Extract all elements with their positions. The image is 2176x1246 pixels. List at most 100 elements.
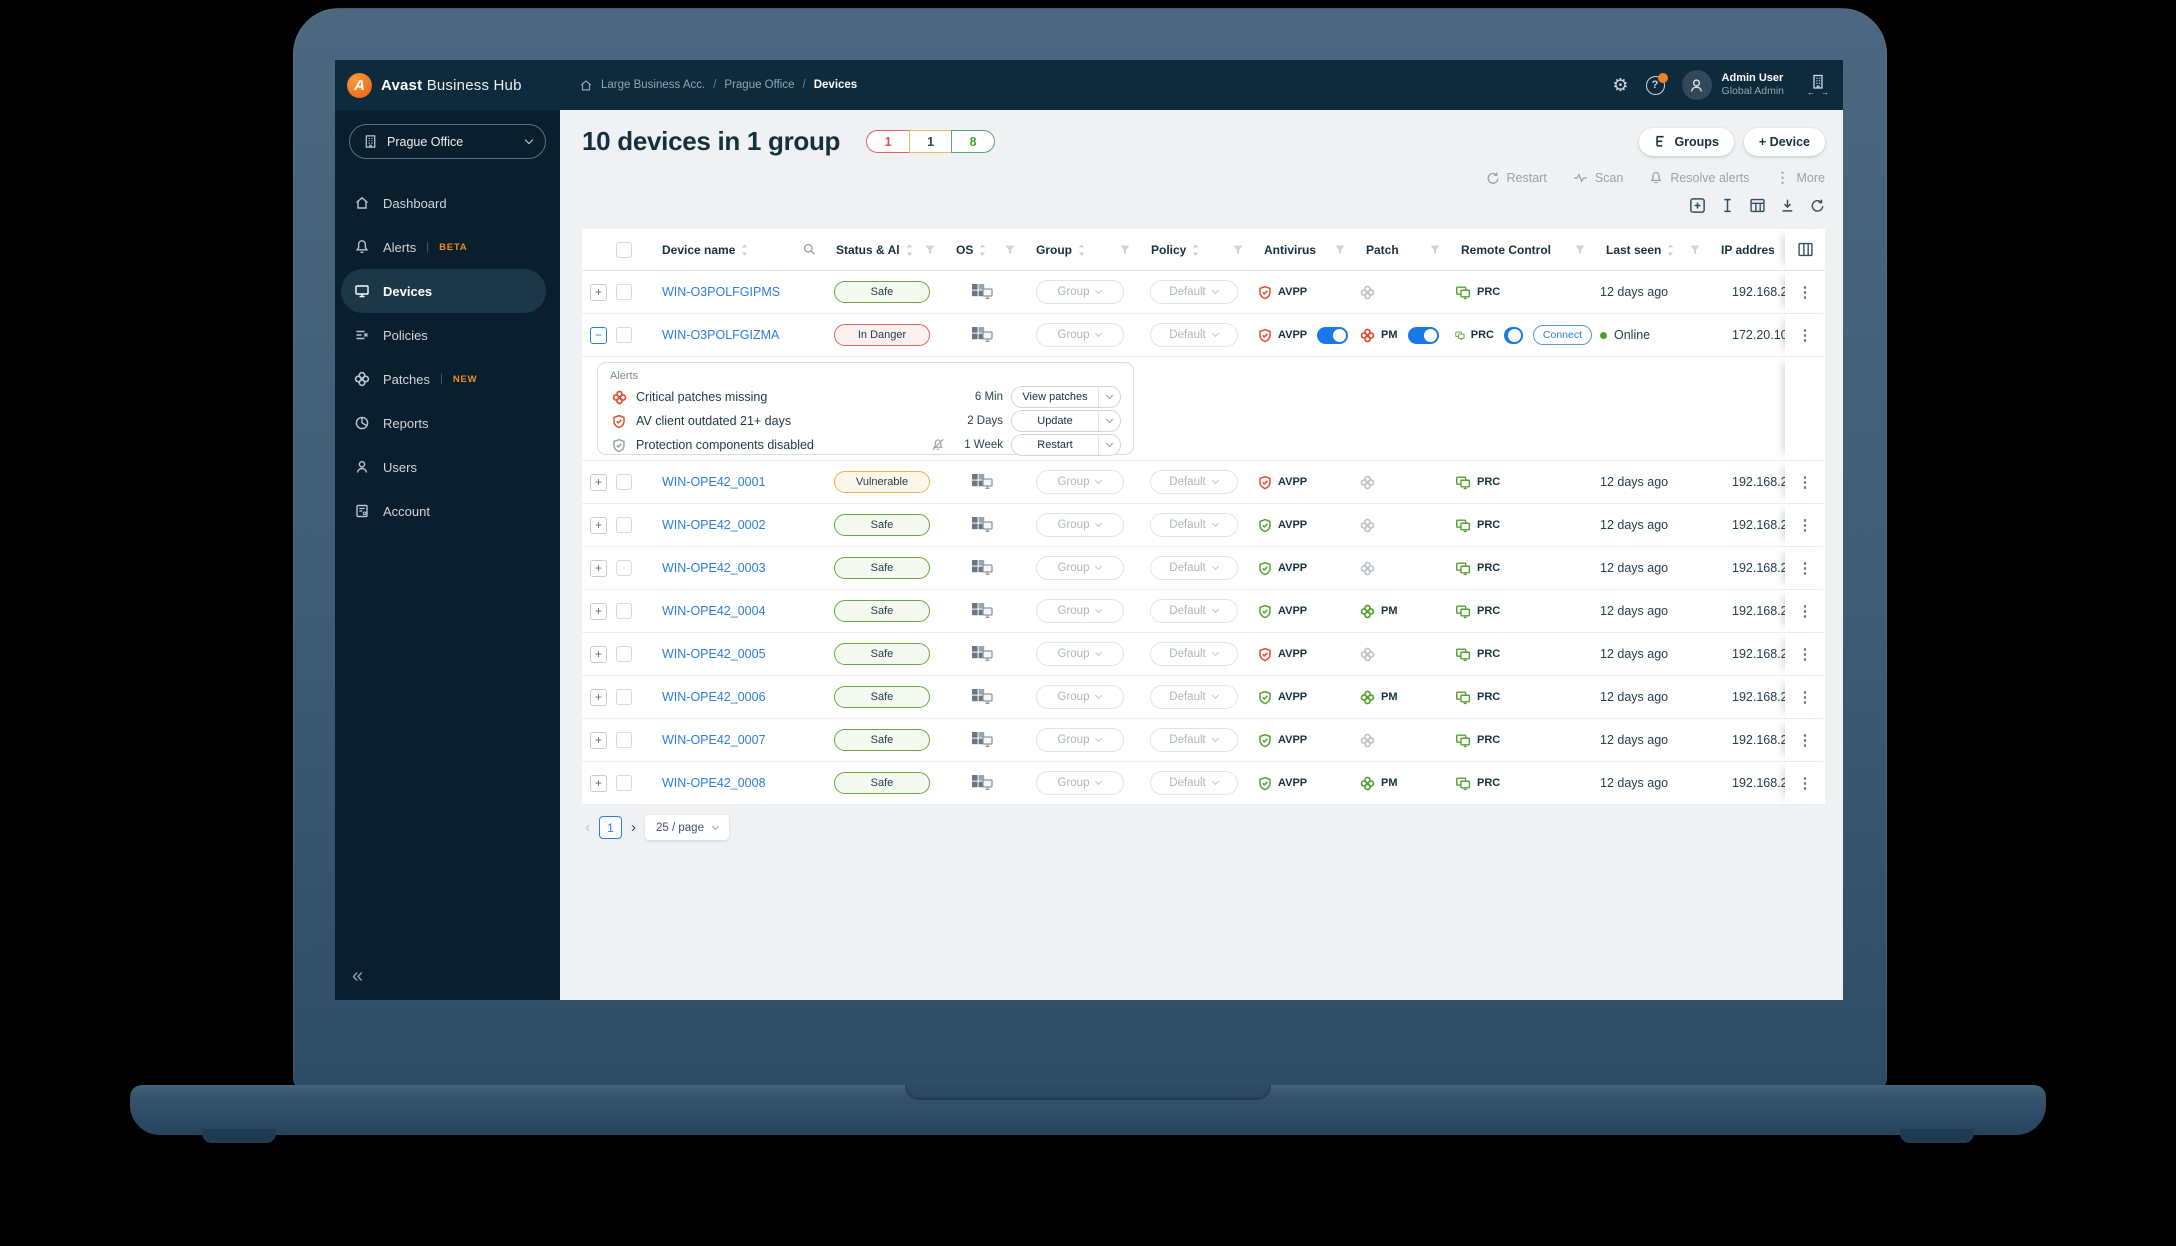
text-cursor-icon[interactable] bbox=[1720, 198, 1735, 213]
status-count-badge[interactable]: 1 bbox=[866, 130, 911, 153]
user-info[interactable]: Admin User Global Admin bbox=[1722, 72, 1784, 99]
policy-select[interactable]: Default bbox=[1149, 599, 1238, 623]
row-checkbox[interactable] bbox=[616, 474, 632, 490]
row-menu-kebab[interactable]: ⋮ bbox=[1797, 603, 1813, 620]
row-checkbox[interactable] bbox=[616, 517, 632, 533]
filter-icon[interactable] bbox=[1119, 244, 1131, 256]
filter-icon[interactable] bbox=[1574, 244, 1586, 256]
group-select[interactable]: Group bbox=[1035, 556, 1124, 580]
remote-control-toggle[interactable] bbox=[1503, 326, 1523, 344]
expand-row-button[interactable]: + bbox=[590, 774, 607, 792]
sidebar-item-patches[interactable]: Patches | NEW bbox=[335, 357, 560, 401]
avatar[interactable] bbox=[1681, 70, 1712, 100]
group-select[interactable]: Group bbox=[1035, 771, 1124, 795]
next-page-button[interactable]: › bbox=[631, 819, 636, 836]
filter-icon[interactable] bbox=[1232, 244, 1244, 256]
update-button[interactable]: Update bbox=[1011, 410, 1121, 432]
device-name-link[interactable]: WIN-OPE42_0008 bbox=[662, 776, 766, 790]
row-checkbox[interactable] bbox=[616, 603, 632, 619]
sort-icon[interactable] bbox=[978, 243, 987, 257]
sidebar-item-alerts[interactable]: Alerts | BETA bbox=[335, 225, 560, 269]
column-header[interactable]: OS bbox=[942, 229, 1022, 270]
expand-row-button[interactable]: + bbox=[590, 688, 607, 706]
expand-row-button[interactable]: + bbox=[590, 473, 607, 491]
sort-icon[interactable] bbox=[1191, 243, 1200, 257]
company-switcher-icon[interactable]: ← → bbox=[1807, 74, 1829, 97]
column-header[interactable]: IP address bbox=[1721, 242, 1774, 257]
sort-icon[interactable] bbox=[1077, 243, 1086, 257]
sidebar-item-dashboard[interactable]: Dashboard bbox=[335, 181, 560, 225]
column-settings-icon[interactable] bbox=[1797, 242, 1813, 257]
prev-page-button[interactable]: ‹ bbox=[585, 819, 590, 836]
column-header[interactable]: Antivirus bbox=[1250, 229, 1352, 270]
sidebar-item-account[interactable]: Account bbox=[335, 489, 560, 533]
group-select[interactable]: Group bbox=[1035, 323, 1124, 347]
sidebar-item-users[interactable]: Users bbox=[335, 445, 560, 489]
sort-icon[interactable] bbox=[905, 243, 914, 257]
row-checkbox[interactable] bbox=[616, 327, 632, 343]
group-select[interactable]: Group bbox=[1035, 685, 1124, 709]
breadcrumb-site[interactable]: Prague Office bbox=[724, 79, 795, 91]
restart-button[interactable]: Restart bbox=[1011, 434, 1121, 456]
row-menu-kebab[interactable]: ⋮ bbox=[1797, 517, 1813, 534]
expand-row-button[interactable]: + bbox=[590, 731, 607, 749]
policy-select[interactable]: Default bbox=[1149, 470, 1238, 494]
column-header[interactable]: Group bbox=[1022, 229, 1137, 270]
policy-select[interactable]: Default bbox=[1149, 556, 1238, 580]
row-checkbox[interactable] bbox=[616, 560, 632, 576]
row-checkbox[interactable] bbox=[616, 775, 632, 791]
breadcrumb-account[interactable]: Large Business Acc. bbox=[601, 79, 706, 91]
column-header[interactable]: Last seen bbox=[1592, 229, 1707, 270]
row-menu-kebab[interactable]: ⋮ bbox=[1797, 646, 1813, 663]
filter-icon[interactable] bbox=[1334, 244, 1346, 256]
page-size-select[interactable]: 25 / page bbox=[645, 815, 729, 840]
add-device-button[interactable]: + Device bbox=[1743, 127, 1825, 156]
column-header[interactable]: Remote Control bbox=[1447, 229, 1592, 270]
expand-row-button[interactable]: + bbox=[590, 283, 607, 301]
expand-row-button[interactable]: + bbox=[590, 645, 607, 663]
restart-action[interactable]: Restart bbox=[1486, 171, 1547, 185]
status-count-badge[interactable]: 8 bbox=[951, 130, 996, 153]
sort-icon[interactable] bbox=[1666, 243, 1675, 257]
row-menu-kebab[interactable]: ⋮ bbox=[1797, 560, 1813, 577]
column-header[interactable]: Device name bbox=[644, 229, 822, 270]
policy-select[interactable]: Default bbox=[1149, 323, 1238, 347]
device-name-link[interactable]: WIN-O3POLFGIPMS bbox=[662, 285, 781, 299]
row-menu-kebab[interactable]: ⋮ bbox=[1797, 775, 1813, 792]
expand-row-button[interactable]: − bbox=[590, 326, 607, 344]
row-checkbox[interactable] bbox=[616, 646, 632, 662]
expand-row-button[interactable]: + bbox=[590, 516, 607, 534]
column-header[interactable]: Patch bbox=[1352, 229, 1447, 270]
view-patches-button[interactable]: View patches bbox=[1011, 386, 1121, 408]
patch-toggle[interactable] bbox=[1407, 326, 1439, 344]
group-select[interactable]: Group bbox=[1035, 513, 1124, 537]
expand-row-button[interactable]: + bbox=[590, 602, 607, 620]
settings-gear-icon[interactable]: ⚙ bbox=[1612, 75, 1629, 95]
group-select[interactable]: Group bbox=[1035, 470, 1124, 494]
groups-button[interactable]: Groups bbox=[1639, 127, 1734, 156]
filter-icon[interactable] bbox=[1004, 244, 1016, 256]
group-select[interactable]: Group bbox=[1035, 280, 1124, 304]
filter-icon[interactable] bbox=[924, 244, 936, 256]
column-header[interactable]: Status & Alerts bbox=[822, 229, 942, 270]
policy-select[interactable]: Default bbox=[1149, 728, 1238, 752]
group-select[interactable]: Group bbox=[1035, 599, 1124, 623]
chevron-down-icon[interactable] bbox=[1098, 435, 1120, 455]
filter-icon[interactable] bbox=[1429, 244, 1441, 256]
device-name-link[interactable]: WIN-OPE42_0006 bbox=[662, 690, 766, 704]
policy-select[interactable]: Default bbox=[1149, 513, 1238, 537]
connect-button[interactable]: Connect bbox=[1532, 325, 1592, 345]
chevron-down-icon[interactable] bbox=[1098, 387, 1120, 407]
policy-select[interactable]: Default bbox=[1149, 642, 1238, 666]
policy-select[interactable]: Default bbox=[1149, 685, 1238, 709]
row-menu-kebab[interactable]: ⋮ bbox=[1797, 327, 1813, 344]
group-select[interactable]: Group bbox=[1035, 728, 1124, 752]
antivirus-toggle[interactable] bbox=[1317, 326, 1349, 344]
row-menu-kebab[interactable]: ⋮ bbox=[1797, 689, 1813, 706]
resolve-alerts-action[interactable]: Resolve alerts bbox=[1649, 171, 1750, 185]
download-icon[interactable] bbox=[1780, 198, 1795, 213]
expand-all-icon[interactable] bbox=[1690, 198, 1705, 213]
table-grid-icon[interactable] bbox=[1750, 198, 1765, 213]
row-menu-kebab[interactable]: ⋮ bbox=[1797, 284, 1813, 301]
chevron-down-icon[interactable] bbox=[1098, 411, 1120, 431]
